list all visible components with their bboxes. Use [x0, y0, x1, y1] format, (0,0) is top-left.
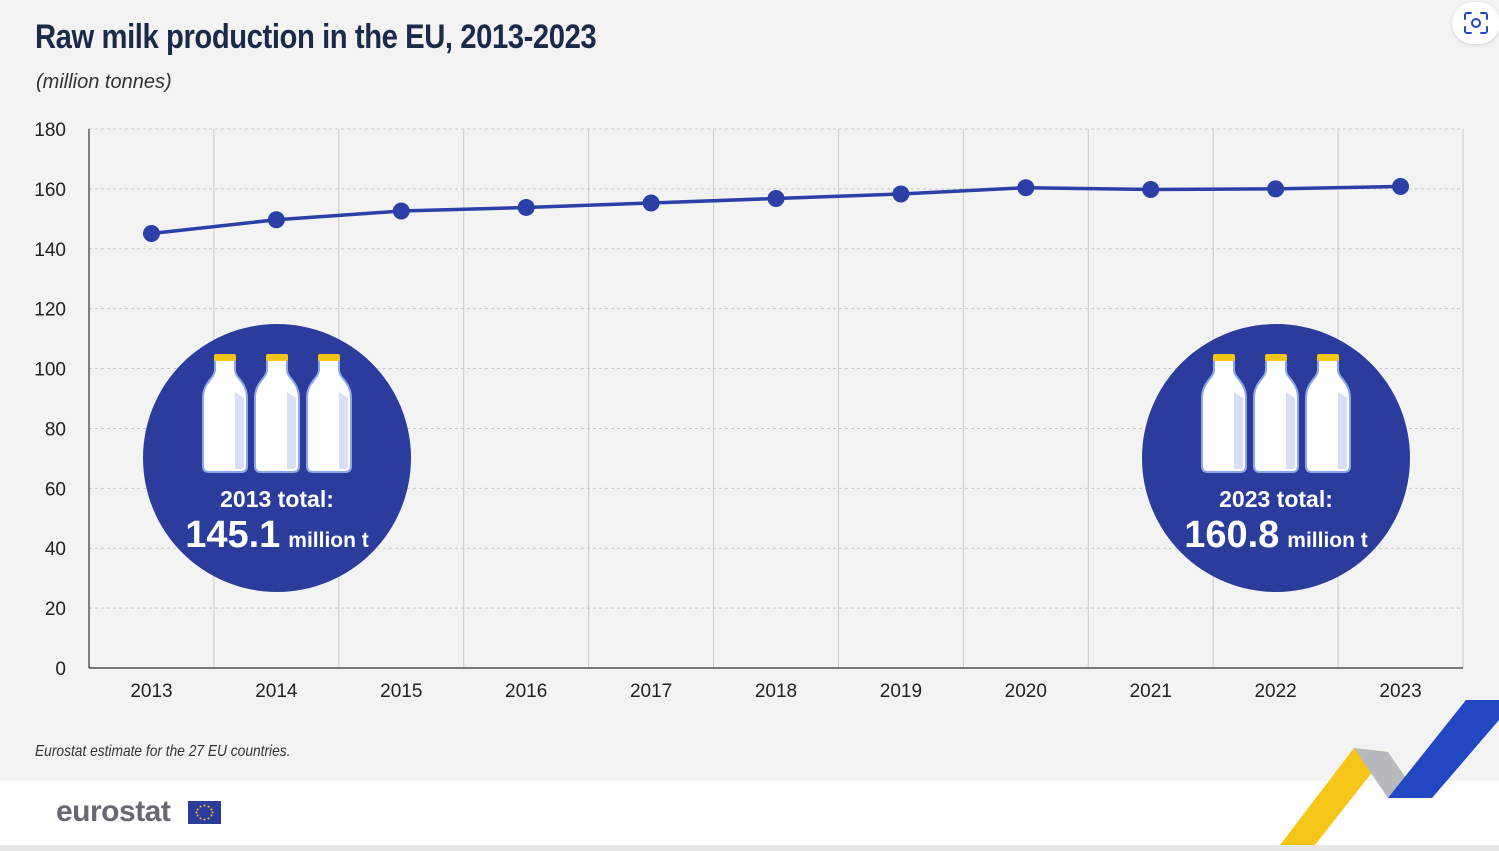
data-point — [1017, 179, 1035, 197]
data-point — [142, 225, 160, 243]
footnote: Eurostat estimate for the 27 EU countrie… — [35, 743, 291, 760]
milk-bottle-icon — [1201, 354, 1247, 473]
milk-bottle-icon — [306, 354, 352, 473]
callout-value-line: 160.8 million t — [1184, 514, 1368, 556]
x-tick-label: 2017 — [630, 681, 672, 702]
callout-label: 2023 total: — [1219, 486, 1333, 512]
x-tick-label: 2018 — [755, 681, 797, 702]
x-tick-label: 2016 — [505, 681, 547, 702]
y-tick-label: 120 — [34, 300, 66, 321]
y-tick-label: 180 — [34, 120, 66, 141]
y-tick-label: 140 — [34, 240, 66, 261]
y-tick-label: 40 — [45, 539, 66, 560]
x-tick-label: 2021 — [1130, 681, 1172, 702]
line-chart: 0 20 40 60 80 100 120 140 160 180 2013 2014 2015 2016… — [34, 120, 1464, 702]
milk-bottle-icon — [1253, 354, 1299, 473]
x-tick-label: 2020 — [1005, 681, 1047, 702]
data-point — [1142, 180, 1160, 198]
x-tick-label: 2023 — [1379, 681, 1421, 702]
callout-unit: million t — [288, 529, 369, 552]
data-point — [767, 189, 785, 207]
x-tick-label: 2015 — [380, 681, 422, 702]
x-tick-label: 2019 — [880, 681, 922, 702]
footer-bar — [0, 781, 1499, 845]
callout-value: 145.1 — [185, 514, 280, 556]
milk-bottle-icon — [202, 354, 248, 473]
screenshot-icon — [1464, 12, 1488, 34]
data-point — [642, 194, 660, 212]
y-tick-label: 20 — [45, 599, 66, 620]
callout-label: 2013 total: — [220, 486, 334, 512]
screenshot-button[interactable] — [1452, 2, 1499, 44]
eu-flag-icon — [188, 801, 221, 824]
data-point — [1392, 177, 1410, 195]
x-tick-label: 2013 — [130, 681, 172, 702]
callout-unit: million t — [1287, 529, 1368, 552]
decorative-ribbon-icon — [1280, 700, 1499, 845]
y-tick-label: 80 — [45, 419, 66, 440]
footer-divider — [0, 845, 1499, 851]
data-point — [267, 211, 285, 229]
chart-subtitle: (million tonnes) — [36, 71, 172, 93]
callout-value: 160.8 — [1184, 514, 1279, 556]
y-tick-label: 160 — [34, 180, 66, 201]
chart-title: Raw milk production in the EU, 2013-2023 — [35, 18, 597, 56]
data-point — [1267, 180, 1285, 198]
data-point — [392, 202, 410, 220]
data-point — [517, 198, 535, 216]
x-tick-label: 2014 — [255, 681, 298, 702]
x-tick-label: 2022 — [1254, 681, 1296, 702]
milk-bottle-icon — [254, 354, 300, 473]
y-tick-label: 100 — [34, 360, 66, 381]
y-tick-label: 60 — [45, 479, 66, 500]
milk-bottle-icon — [1305, 354, 1351, 473]
eurostat-logo: eurostat — [56, 795, 171, 828]
y-tick-label: 0 — [55, 659, 66, 680]
callout-value-line: 145.1 million t — [185, 514, 369, 556]
data-point — [892, 185, 910, 203]
